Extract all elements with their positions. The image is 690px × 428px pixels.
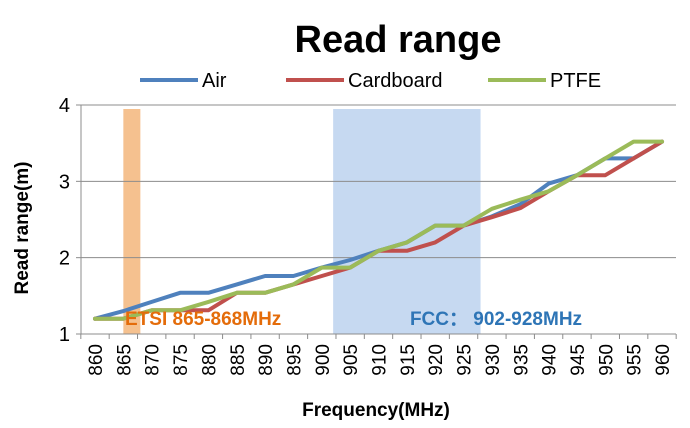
y-tick-label: 1	[59, 324, 70, 346]
x-tick-label: 940	[540, 344, 561, 376]
x-tick-label: 895	[284, 344, 305, 376]
x-tick-label: 860	[86, 344, 107, 376]
band-label-1: FCC： 902-928MHz	[410, 309, 582, 330]
legend-label-ptfe: PTFE	[550, 70, 601, 92]
x-tick-label: 910	[370, 344, 391, 376]
x-tick-label: 865	[114, 344, 135, 376]
frequency-bands	[123, 109, 481, 334]
legend-label-cardboard: Cardboard	[348, 70, 443, 92]
legend-label-air: Air	[202, 70, 227, 92]
band-label-0: ETSI 865-868MHz	[125, 309, 281, 330]
series-lines	[93, 139, 664, 321]
legend-item-ptfe[interactable]: PTFE	[488, 70, 601, 92]
legend-item-cardboard[interactable]: Cardboard	[286, 70, 443, 92]
y-tick-labels: 1 2 3 4	[59, 95, 70, 346]
x-tick-label: 900	[313, 344, 334, 376]
y-tick-label: 2	[59, 248, 70, 270]
legend: Air Cardboard PTFE	[140, 70, 601, 92]
x-tick-label: 875	[171, 344, 192, 376]
x-tick-label: 880	[199, 344, 220, 376]
x-axis-label: Frequency(MHz)	[302, 400, 450, 421]
x-tick-label: 930	[483, 344, 504, 376]
y-axis-label: Read range(m)	[12, 161, 33, 294]
x-tick-label: 950	[596, 344, 617, 376]
x-tick-label: 955	[625, 344, 646, 376]
axes	[76, 104, 677, 339]
band-1	[333, 109, 481, 334]
series-line-ptfe	[93, 139, 664, 321]
x-tick-label: 935	[511, 344, 532, 376]
y-tick-label: 3	[59, 171, 70, 193]
legend-item-air[interactable]: Air	[140, 70, 227, 92]
x-tick-label: 885	[228, 344, 249, 376]
x-tick-label: 915	[398, 344, 419, 376]
x-tick-label: 925	[455, 344, 476, 376]
gridlines	[81, 104, 676, 259]
x-tick-label: 870	[143, 344, 164, 376]
x-tick-label: 945	[568, 344, 589, 376]
band-labels: ETSI 865-868MHz FCC： 902-928MHz	[125, 309, 582, 330]
x-tick-label: 890	[256, 344, 277, 376]
x-tick-labels: 860 865 870 875 880 885 890 895 900 905 910 915 920 9…	[86, 344, 674, 376]
x-tick-label: 905	[341, 344, 362, 376]
band-0	[123, 109, 141, 334]
y-tick-label: 4	[59, 95, 70, 117]
x-tick-label: 960	[653, 344, 674, 376]
chart-title: Read range	[295, 19, 502, 61]
x-tick-label: 920	[426, 344, 447, 376]
